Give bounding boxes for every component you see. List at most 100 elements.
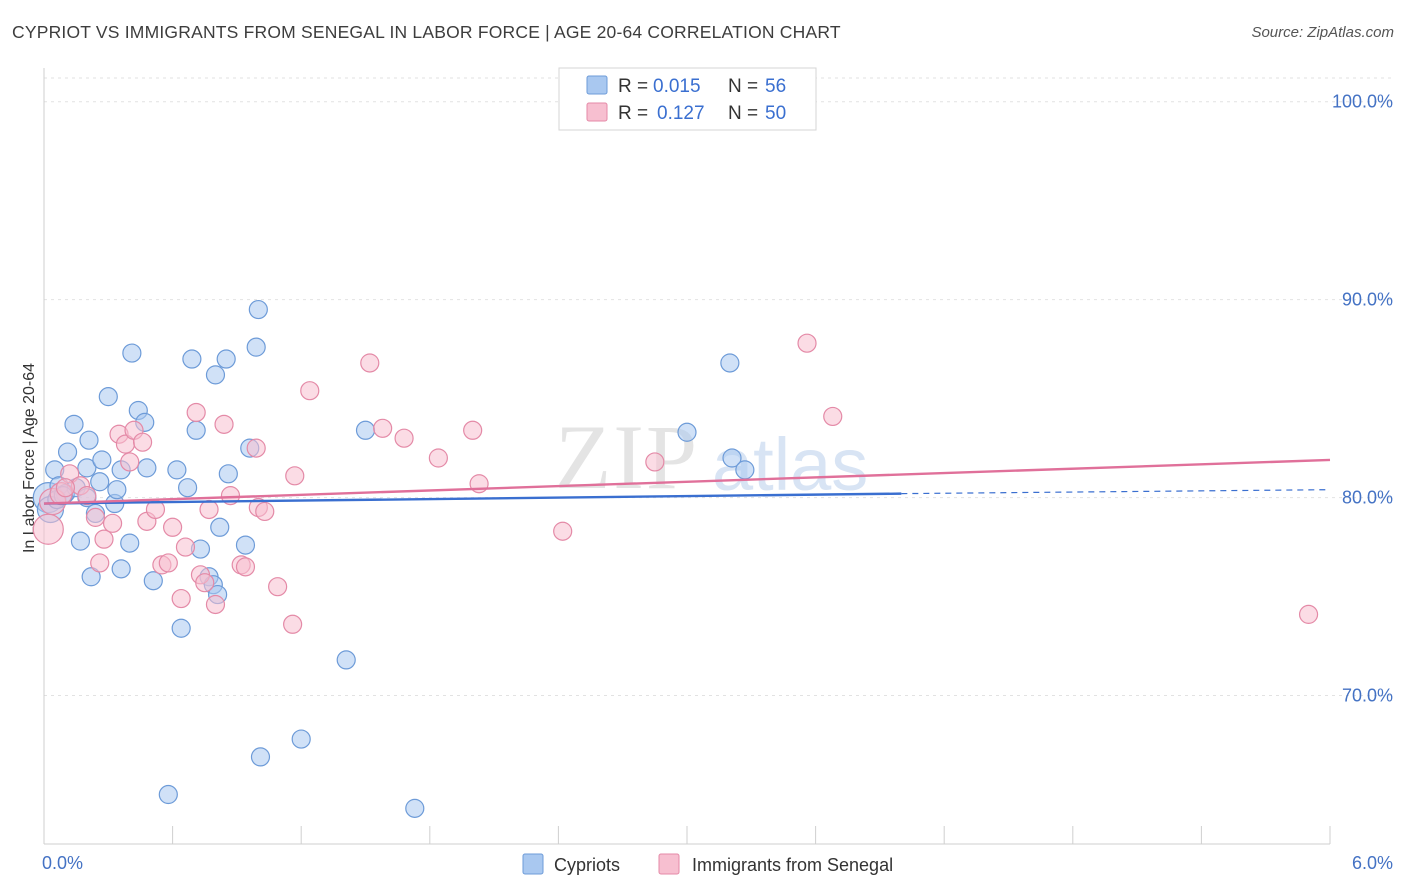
point-cypriots-22 [122, 343, 142, 363]
point-senegal-38 [360, 353, 380, 373]
point-senegal-26 [205, 594, 226, 615]
legend-r-value-cypriots: 0.015 [653, 76, 701, 97]
point-senegal-12 [120, 452, 140, 472]
trend-extension-cypriots [901, 489, 1331, 495]
watermark: ZIP atlas [555, 406, 868, 508]
point-senegal-40 [394, 428, 414, 448]
point-cypriots-18 [107, 480, 127, 500]
legend-n-label-cypriots: N = [728, 76, 758, 97]
point-cypriots-15 [92, 450, 112, 470]
legend-swatch-senegal [586, 102, 608, 122]
point-senegal-37 [300, 381, 320, 401]
chart-title: CYPRIOT VS IMMIGRANTS FROM SENEGAL IN LA… [12, 22, 841, 42]
point-cypriots-19 [111, 559, 131, 579]
point-cypriots-31 [182, 349, 202, 369]
trend-line-senegal [43, 458, 1331, 505]
point-cypriots-6 [64, 414, 84, 434]
point-senegal-39 [373, 418, 393, 438]
point-senegal-18 [158, 553, 178, 573]
point-cypriots-14 [90, 472, 110, 492]
point-senegal-20 [171, 588, 191, 609]
point-cypriots-26 [143, 571, 163, 591]
bottom-legend-swatch-cypriots [522, 853, 544, 875]
point-senegal-41 [428, 448, 448, 468]
point-senegal-35 [283, 614, 303, 634]
point-senegal-47 [823, 406, 843, 427]
point-senegal-30 [235, 557, 256, 577]
legend-r-label-senegal: R = [618, 103, 648, 124]
legend-swatch-cypriots [586, 75, 608, 95]
watermark-zip: ZIP [555, 406, 699, 508]
legend-n-label-senegal: N = [728, 103, 758, 124]
legend: R = 0.015 N = 56 R = 0.127 N = 50 [558, 67, 817, 131]
point-senegal-9 [102, 513, 123, 533]
point-senegal-33 [255, 501, 275, 522]
x-tick-label-0: 0.0% [42, 853, 83, 873]
y-tick-label-1: 90.0% [1342, 290, 1393, 310]
point-senegal-42 [463, 420, 483, 440]
axes [43, 68, 1331, 845]
point-cypriots-44 [248, 299, 268, 320]
point-cypriots-10 [77, 458, 97, 478]
point-cypriots-48 [355, 420, 376, 440]
point-cypriots-16 [98, 387, 118, 407]
point-senegal-14 [132, 432, 153, 452]
point-cypriots-47 [336, 650, 356, 670]
trend-lines [43, 458, 1331, 505]
y-tick-label-2: 80.0% [1342, 488, 1393, 508]
point-senegal-19 [163, 517, 183, 537]
point-cypriots-12 [81, 567, 101, 587]
tick-labels: 100.0% 90.0% 80.0% 70.0% 0.0% 6.0% [42, 92, 1393, 873]
point-cypriots-50 [677, 422, 697, 442]
bottom-legend-swatch-senegal [658, 853, 680, 875]
point-senegal-34 [268, 577, 288, 597]
point-senegal-46 [797, 333, 817, 353]
point-senegal-36 [285, 466, 305, 486]
point-cypriots-39 [216, 349, 236, 369]
point-senegal-6 [85, 507, 106, 527]
point-senegal-45 [645, 452, 665, 472]
point-senegal-48 [1298, 604, 1319, 624]
point-cypriots-25 [137, 458, 157, 478]
point-cypriots-40 [218, 464, 238, 484]
point-senegal-31 [246, 438, 266, 458]
point-cypriots-52 [722, 448, 742, 468]
legend-n-value-senegal: 50 [765, 103, 786, 124]
point-cypriots-32 [186, 420, 206, 440]
point-senegal-8 [94, 529, 114, 549]
trend-line-cypriots [43, 492, 902, 505]
legend-r-value-senegal: 0.127 [657, 103, 705, 124]
point-cypriots-45 [250, 747, 271, 767]
point-cypriots-46 [291, 729, 311, 749]
point-cypriots-30 [178, 478, 198, 498]
point-senegal-25 [199, 499, 219, 520]
legend-n-value-cypriots: 56 [765, 76, 786, 97]
grid-lines [44, 77, 1393, 697]
point-senegal-22 [186, 402, 206, 423]
data-points [32, 299, 1319, 818]
point-cypriots-8 [70, 531, 91, 551]
point-cypriots-43 [246, 337, 266, 357]
point-senegal-28 [220, 486, 241, 506]
point-cypriots-28 [167, 460, 187, 480]
point-cypriots-41 [235, 535, 256, 555]
bottom-legend-label-cypriots: Cypriots [554, 855, 620, 875]
point-cypriots-11 [79, 430, 99, 450]
point-cypriots-29 [171, 618, 191, 638]
x-tick-label-1: 6.0% [1352, 853, 1393, 873]
point-senegal-5 [77, 486, 97, 506]
point-senegal-44 [553, 521, 573, 541]
point-cypriots-21 [120, 533, 140, 553]
bottom-legend-label-senegal: Immigrants from Senegal [692, 855, 893, 875]
point-senegal-0 [32, 513, 64, 545]
source-credit: Source: ZipAtlas.com [1251, 24, 1394, 41]
point-cypriots-27 [158, 784, 178, 805]
y-tick-label-0: 100.0% [1332, 92, 1393, 112]
point-cypriots-51 [720, 353, 740, 373]
point-senegal-24 [195, 573, 215, 593]
bottom-legend: Cypriots Immigrants from Senegal [522, 853, 893, 875]
legend-r-label-cypriots: R = [618, 76, 648, 97]
point-senegal-27 [214, 414, 234, 434]
y-tick-label-3: 70.0% [1342, 686, 1393, 706]
